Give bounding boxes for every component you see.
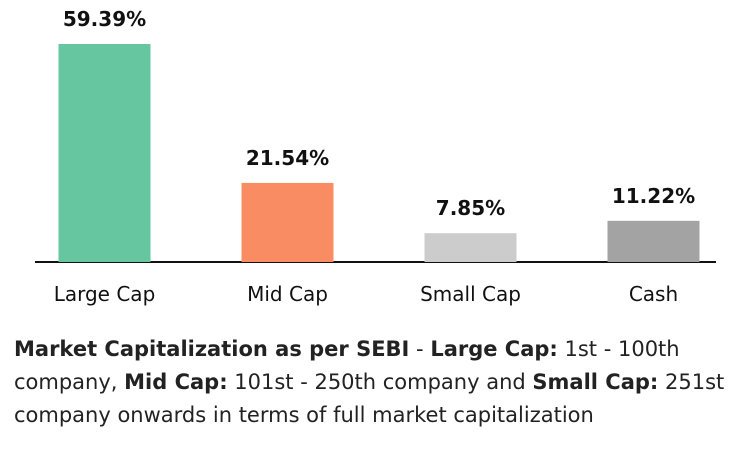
category-label: Cash xyxy=(629,282,678,306)
category-label: Mid Cap xyxy=(247,282,328,306)
value-label: 11.22% xyxy=(612,184,695,208)
bar-cash xyxy=(607,220,700,262)
value-label: 7.85% xyxy=(436,196,505,220)
value-label: 21.54% xyxy=(246,146,329,170)
footnote-mid-cap-label: Mid Cap: xyxy=(124,370,228,394)
value-label: 59.39% xyxy=(63,7,146,31)
category-label: Small Cap xyxy=(420,282,521,306)
footnote: Market Capitalization as per SEBI - Larg… xyxy=(14,333,729,432)
footnote-large-cap-def: 1st - 100th company, xyxy=(14,337,680,394)
footnote-mid-cap-def: 101st - 250th company and xyxy=(227,370,533,394)
bar-mid-cap xyxy=(241,182,334,262)
category-label: Large Cap xyxy=(54,282,156,306)
bars-group: 59.39% Large Cap 21.54% Mid Cap 7.85% Small C… xyxy=(54,7,700,306)
footnote-small-cap-def: 251st company onwards in terms of full m… xyxy=(14,370,725,427)
footnote-small-cap-label: Small Cap: xyxy=(532,370,659,394)
footnote-sep: - xyxy=(409,337,431,361)
footnote-large-cap-label: Large Cap: xyxy=(430,337,558,361)
bar-chart: 59.39% Large Cap 21.54% Mid Cap 7.85% Small C… xyxy=(35,7,716,306)
bar-small-cap xyxy=(424,233,517,262)
footnote-title: Market Capitalization as per SEBI xyxy=(14,337,410,361)
bar-large-cap xyxy=(58,44,151,262)
